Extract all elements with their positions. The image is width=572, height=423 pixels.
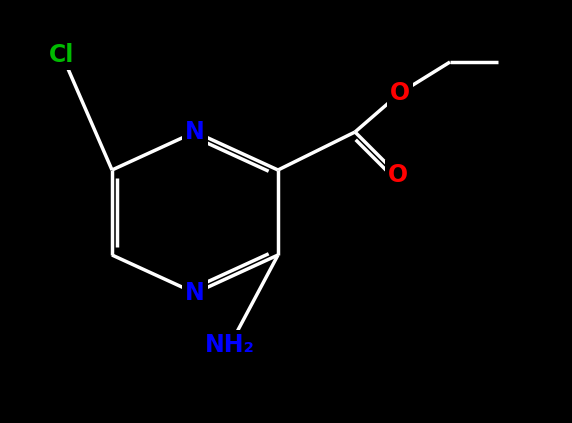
Text: N: N (185, 120, 205, 144)
Text: Cl: Cl (49, 43, 75, 67)
Text: O: O (390, 81, 410, 105)
Text: NH₂: NH₂ (205, 333, 255, 357)
Text: N: N (185, 281, 205, 305)
Text: O: O (388, 163, 408, 187)
